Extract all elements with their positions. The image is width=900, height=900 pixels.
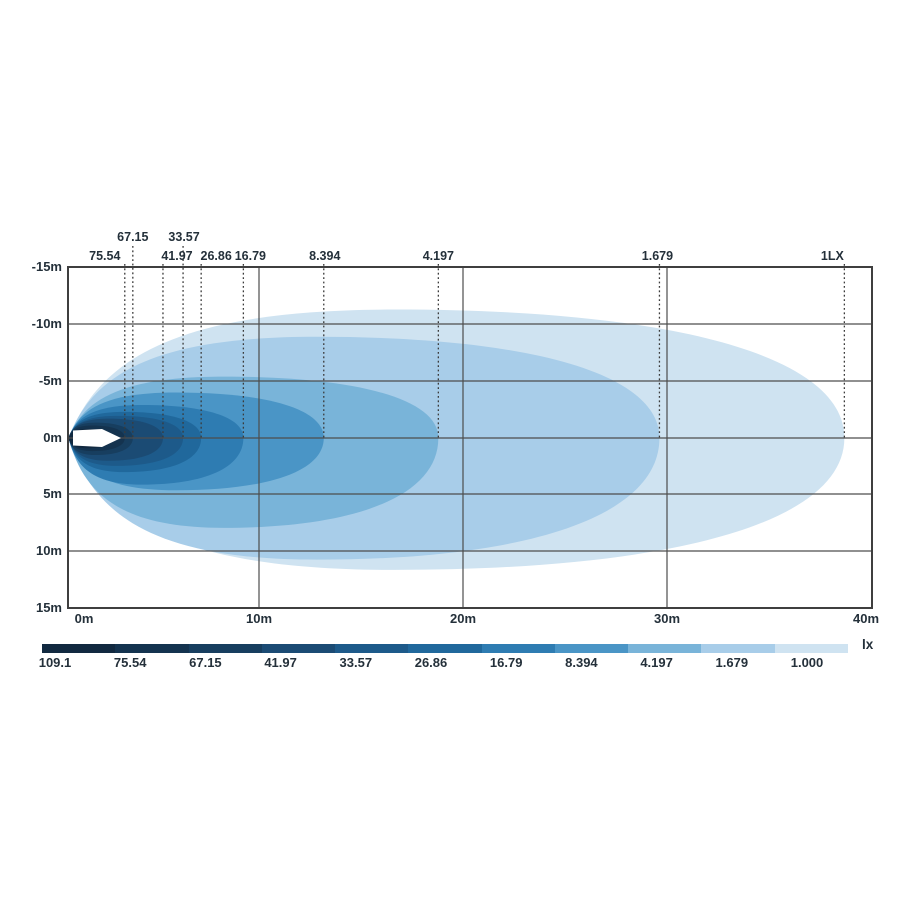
- y-tick-label: -10m: [31, 316, 62, 331]
- iso-marker-label: 1.679: [641, 249, 674, 263]
- iso-marker-label: 8.394: [309, 249, 341, 263]
- legend-value-label: 1.000: [790, 655, 824, 670]
- x-tick-label: 40m: [852, 611, 880, 626]
- legend-color-segment-41.97: [261, 644, 336, 653]
- legend-color-segment-26.86: [408, 644, 483, 653]
- plot-border: [67, 266, 873, 609]
- x-tick-label: 10m: [245, 611, 273, 626]
- legend-color-segment-109.1: [42, 644, 116, 653]
- legend-value-label: 109.1: [38, 655, 72, 670]
- x-tick-label: 0m: [74, 611, 94, 626]
- legend-color-segment-33.57: [335, 644, 409, 653]
- x-tick-label: 30m: [653, 611, 681, 626]
- legend-value-label: 75.54: [113, 655, 147, 670]
- legend-value-label: 1.679: [715, 655, 749, 670]
- legend-value-label: 67.15: [189, 655, 222, 670]
- legend-value-label: 26.86: [414, 655, 448, 670]
- lamp-icon: [73, 429, 121, 447]
- y-tick-label: -15m: [31, 259, 62, 274]
- legend-value-label: 41.97: [264, 655, 297, 670]
- legend-color-segment-1.000: [774, 644, 849, 653]
- legend-value-label: 8.394: [565, 655, 598, 670]
- y-tick-label: 15m: [35, 600, 62, 615]
- y-tick-label: 0m: [43, 430, 62, 445]
- legend-color-segment-8.394: [554, 644, 629, 653]
- y-tick-label: 5m: [43, 486, 62, 501]
- y-tick-label: -5m: [38, 373, 62, 388]
- iso-marker-label: 33.57: [168, 230, 200, 244]
- iso-marker-label: 67.15: [117, 230, 149, 244]
- y-tick-label: 10m: [35, 543, 62, 558]
- legend-color-segment-75.54: [115, 644, 190, 653]
- legend-color-bar: [42, 644, 849, 653]
- legend-unit-label: lx: [862, 637, 874, 652]
- legend-color-segment-4.197: [628, 644, 702, 653]
- iso-marker-label: 26.86: [200, 249, 232, 263]
- iso-marker-label: 16.79: [234, 249, 266, 263]
- iso-marker-label: 75.54: [89, 249, 121, 263]
- iso-marker-label: 41.97: [161, 249, 193, 263]
- legend-color-segment-16.79: [481, 644, 556, 653]
- x-tick-label: 20m: [449, 611, 477, 626]
- iso-marker-label: 4.197: [422, 249, 454, 263]
- iso-marker-label: 1LX: [820, 249, 844, 263]
- legend-color-segment-1.679: [701, 644, 776, 653]
- legend-value-label: 33.57: [339, 655, 373, 670]
- legend-value-label: 16.79: [489, 655, 523, 670]
- legend-color-segment-67.15: [188, 644, 263, 653]
- legend-value-label: 4.197: [640, 655, 673, 670]
